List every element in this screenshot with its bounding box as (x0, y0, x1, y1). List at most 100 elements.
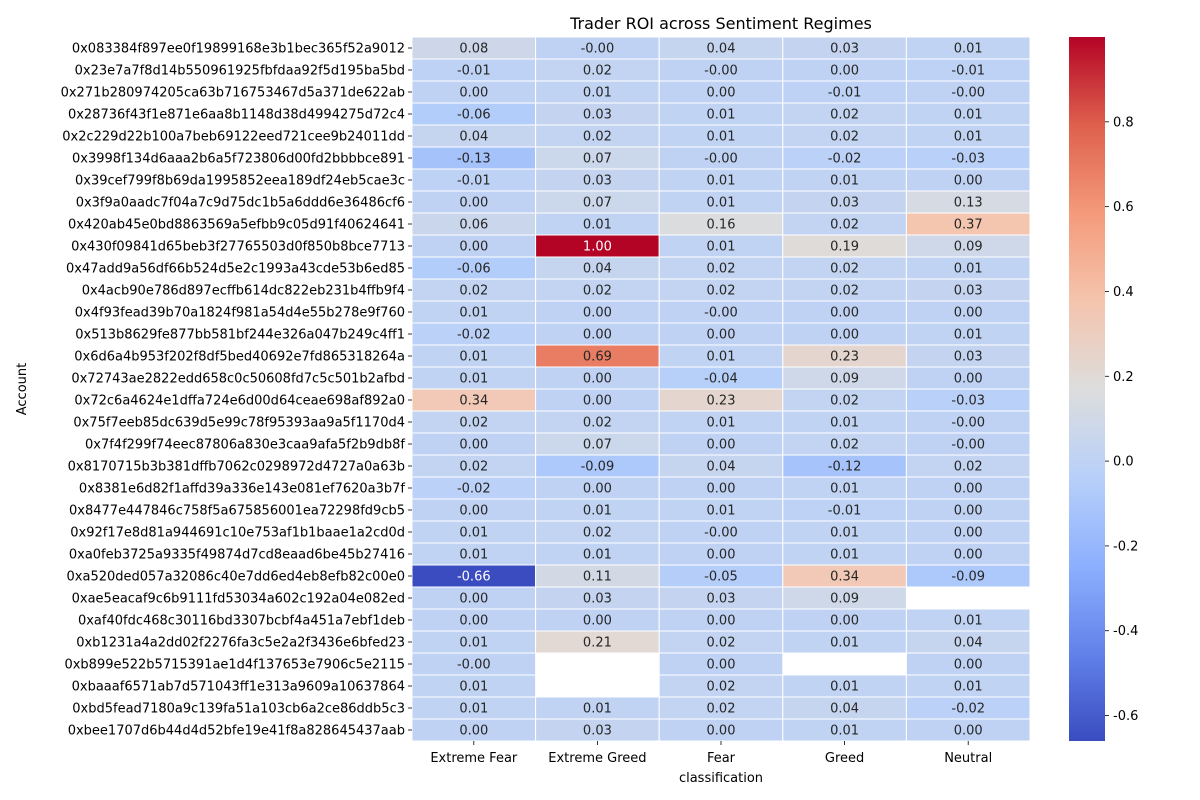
cell-value-label: 0.01 (830, 482, 859, 497)
cell-value-label: 0.00 (459, 196, 488, 211)
cell-value-label: 0.01 (830, 724, 859, 739)
cell-value-label: 0.01 (830, 636, 859, 651)
cell-value-label: 0.00 (459, 240, 488, 255)
column-label: Extreme Fear (430, 751, 518, 766)
colorbar: 0.8 0.6 0.4 0.2 0.0 -0.2 -0.4 -0.6 (1069, 37, 1138, 741)
cell-value-label: 0.02 (583, 130, 612, 145)
cell-value-label: 0.00 (583, 482, 612, 497)
cell-value-label: 0.04 (707, 460, 736, 475)
cell-value-label: 0.01 (954, 328, 983, 343)
cell-value-label: 0.00 (954, 482, 983, 497)
cell-value-label: 0.01 (707, 174, 736, 189)
cell-value-label: 0.02 (830, 284, 859, 299)
cell-value-label: 0.02 (583, 526, 612, 541)
cell-value-label: 1.00 (583, 240, 612, 255)
row-label: 0x513b8629fe877bb581bf244e326a047b249c4f… (75, 328, 405, 343)
cell-value-label: 0.01 (707, 240, 736, 255)
colorbar-tick-label: -0.2 (1113, 539, 1138, 554)
row-label: 0xbd5fead7180a9c139fa51a103cb6a2ce86ddb5… (72, 702, 405, 717)
cell-value-label: 0.01 (830, 526, 859, 541)
column-labels: Extreme Fear Extreme Greed Fear Greed Neutra… (430, 741, 992, 766)
cell-value-label: 0.01 (459, 548, 488, 563)
cell-value-label: 0.00 (707, 614, 736, 629)
row-label: 0x420ab45e0bd8863569a5efbb9c05d91f406246… (68, 218, 405, 233)
cell-value-label: 0.00 (830, 306, 859, 321)
column-label: Greed (825, 751, 864, 766)
column-label: Fear (707, 751, 736, 766)
row-label: 0xaf40fdc468c30116bd3307bcbf4a451a7ebf1d… (78, 614, 405, 629)
cell-value-label: -0.02 (828, 152, 862, 167)
cell-value-label: -0.00 (704, 152, 738, 167)
cell-value-label: 0.00 (583, 394, 612, 409)
cell-value-label: 0.23 (707, 394, 736, 409)
cell-value-label: 0.03 (954, 350, 983, 365)
cell-value-label: -0.01 (457, 64, 491, 79)
row-label: 0x75f7eeb85dc639d5e99c78f95393aa9a5f1170… (73, 416, 405, 431)
row-label: 0x3998f134d6aaa2b6a5f723806d00fd2bbbbce8… (72, 152, 405, 167)
cell-value-label: 0.00 (459, 504, 488, 519)
cell-value-label: 0.07 (583, 438, 612, 453)
cell-value-label: -0.05 (704, 570, 738, 585)
cell-value-label: 0.03 (707, 592, 736, 607)
row-label: 0xbaaaf6571ab7d571043ff1e313a9609a106378… (72, 680, 405, 695)
cell-value-label: 0.01 (954, 680, 983, 695)
cell-value-label: 0.00 (583, 372, 612, 387)
row-label: 0x3f9a0aadc7f04a7c9d75dc1b5a6ddd6e36486c… (76, 196, 405, 211)
cell-value-label: 0.34 (830, 570, 859, 585)
cell-value-label: 0.34 (459, 394, 488, 409)
cell-value-label: 0.00 (707, 482, 736, 497)
colorbar-tick-label: 0.8 (1113, 115, 1134, 130)
cell-value-label: 0.07 (583, 196, 612, 211)
cell-value-label: 0.01 (707, 416, 736, 431)
row-label: 0xb899e522b5715391ae1d4f137653e7906c5e21… (64, 658, 405, 673)
row-label: 0xbee1707d6b44d4d52bfe19e41f8a828645437a… (68, 724, 405, 739)
cell-value-label: 0.02 (830, 108, 859, 123)
cell-value-label: 0.01 (459, 636, 488, 651)
colorbar-tick-label: 0.4 (1113, 285, 1134, 300)
cell-value-label: 0.02 (707, 636, 736, 651)
cell-value-label: 0.00 (954, 504, 983, 519)
cell-value-label: -0.00 (704, 526, 738, 541)
cell-value-label: 0.01 (707, 350, 736, 365)
cell-value-label: 0.00 (583, 614, 612, 629)
cell-value-label: -0.01 (951, 64, 985, 79)
cell-value-label: 0.03 (583, 174, 612, 189)
colorbar-tick-label: 0.0 (1113, 455, 1134, 470)
cell-value-label: 0.00 (459, 592, 488, 607)
row-label: 0x92f17e8d81a944691c10e753af1b1baae1a2cd… (70, 526, 405, 541)
cell-value-label: 0.03 (583, 108, 612, 123)
colorbar-tick-label: 0.6 (1113, 200, 1134, 215)
row-label: 0x4acb90e786d897ecffb614dc822eb231b4ffb9… (82, 284, 405, 299)
cell-value-label: -0.12 (828, 460, 862, 475)
row-label: 0x4f93fead39b70a1824f981a54d4e55b278e9f7… (75, 306, 405, 321)
cell-value-label: 0.01 (830, 548, 859, 563)
cell-value-label: 0.08 (459, 42, 488, 57)
cell-value-label: 0.04 (830, 702, 859, 717)
cell-value-label: 0.03 (830, 196, 859, 211)
cell-value-label: 0.00 (954, 548, 983, 563)
cell-value-label: 0.02 (830, 438, 859, 453)
cell-value-label: 0.02 (459, 416, 488, 431)
cell-value-label: 0.01 (459, 702, 488, 717)
cell-value-label: 0.02 (707, 262, 736, 277)
cell-value-label: -0.01 (828, 86, 862, 101)
column-label: Extreme Greed (548, 751, 646, 766)
row-label: 0x6d6a4b953f202f8df5bed40692e7fd86531826… (74, 350, 405, 365)
cell-value-label: 0.01 (830, 416, 859, 431)
cell-value-label: 0.01 (583, 86, 612, 101)
cell-value-label: 0.04 (459, 130, 488, 145)
cell-value-label: -0.13 (457, 152, 491, 167)
row-label: 0xae5eacaf9c6b9111fd53034a602c192a04e082… (72, 592, 405, 607)
cell-value-label: 0.19 (830, 240, 859, 255)
cell-value-label: 0.04 (583, 262, 612, 277)
cell-value-label: 0.00 (707, 86, 736, 101)
cell-value-label: 0.01 (707, 196, 736, 211)
row-label: 0x083384f897ee0f19899168e3b1bec365f52a90… (72, 42, 405, 57)
cell-value-label: 0.13 (954, 196, 983, 211)
cell-value-label: 0.00 (707, 438, 736, 453)
cell-value-label: 0.37 (954, 218, 983, 233)
cell-value-label: 0.01 (583, 548, 612, 563)
row-label: 0x430f09841d65beb3f27765503d0f850b8bce77… (71, 240, 405, 255)
row-label: 0x8381e6d82f1affd39a336e143e081ef7620a3b… (79, 482, 405, 497)
row-label: 0x271b280974205ca63b716753467d5a371de622… (61, 86, 405, 101)
